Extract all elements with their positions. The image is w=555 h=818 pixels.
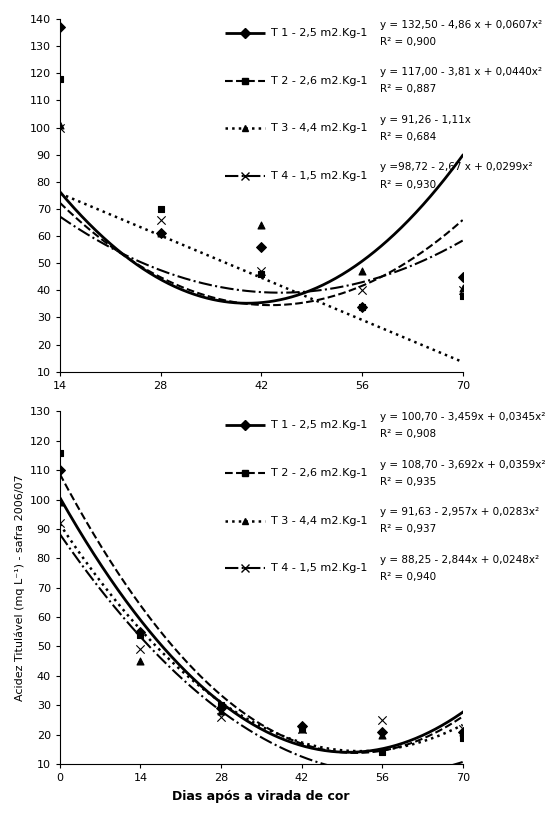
Point <box>216 711 225 724</box>
X-axis label: Dias após a virada de cor: Dias após a virada de cor <box>173 790 350 803</box>
Text: T 1 - 2,5 m2.Kg-1: T 1 - 2,5 m2.Kg-1 <box>271 28 368 38</box>
Text: T 3 - 4,4 m2.Kg-1: T 3 - 4,4 m2.Kg-1 <box>271 515 368 526</box>
Point <box>357 300 366 313</box>
Point <box>216 704 225 717</box>
Point <box>136 628 145 641</box>
Text: T 1 - 2,5 m2.Kg-1: T 1 - 2,5 m2.Kg-1 <box>271 420 368 430</box>
Point <box>257 240 266 254</box>
Text: R² = 0,684: R² = 0,684 <box>380 132 436 142</box>
Point <box>156 227 165 240</box>
Point <box>357 300 366 313</box>
Point <box>377 728 386 741</box>
Text: y = 91,63 - 2,957x + 0,0283x²: y = 91,63 - 2,957x + 0,0283x² <box>380 507 539 517</box>
Point <box>56 119 64 132</box>
Point <box>56 516 64 529</box>
Text: T 4 - 1,5 m2.Kg-1: T 4 - 1,5 m2.Kg-1 <box>271 171 368 181</box>
Text: T 2 - 2,6 m2.Kg-1: T 2 - 2,6 m2.Kg-1 <box>271 468 368 478</box>
Text: y = 91,26 - 1,11x: y = 91,26 - 1,11x <box>380 115 471 125</box>
Text: R² = 0,935: R² = 0,935 <box>380 477 436 487</box>
Text: R² = 0,887: R² = 0,887 <box>380 84 436 94</box>
Point <box>56 72 64 85</box>
Point <box>377 713 386 726</box>
Point <box>458 290 467 303</box>
Text: T 3 - 4,4 m2.Kg-1: T 3 - 4,4 m2.Kg-1 <box>271 124 368 133</box>
Text: R² = 0,900: R² = 0,900 <box>380 37 436 47</box>
Point <box>56 20 64 34</box>
Text: y =98,72 - 2,67 x + 0,0299x²: y =98,72 - 2,67 x + 0,0299x² <box>380 162 533 173</box>
Point <box>458 284 467 297</box>
Point <box>458 725 467 738</box>
Point <box>297 719 306 732</box>
Point <box>458 281 467 294</box>
Point <box>357 284 366 297</box>
Point <box>56 121 64 134</box>
Text: y = 88,25 - 2,844x + 0,0248x²: y = 88,25 - 2,844x + 0,0248x² <box>380 555 539 564</box>
Point <box>458 270 467 283</box>
Point <box>156 202 165 215</box>
Point <box>136 625 145 638</box>
Text: R² = 0,940: R² = 0,940 <box>380 572 436 582</box>
Point <box>136 643 145 656</box>
Text: R² = 0,937: R² = 0,937 <box>380 524 436 534</box>
Point <box>216 702 225 715</box>
Point <box>458 725 467 738</box>
Point <box>156 213 165 227</box>
Text: T 4 - 1,5 m2.Kg-1: T 4 - 1,5 m2.Kg-1 <box>271 564 368 573</box>
Text: R² = 0,930: R² = 0,930 <box>380 179 436 190</box>
Point <box>136 654 145 667</box>
Point <box>257 267 266 281</box>
Point <box>56 496 64 509</box>
Text: y = 100,70 - 3,459x + 0,0345x²: y = 100,70 - 3,459x + 0,0345x² <box>380 412 546 422</box>
Text: T 2 - 2,6 m2.Kg-1: T 2 - 2,6 m2.Kg-1 <box>271 76 368 86</box>
Point <box>156 227 165 240</box>
Point <box>56 464 64 477</box>
Point <box>357 265 366 278</box>
Point <box>377 746 386 759</box>
Text: y = 108,70 - 3,692x + 0,0359x²: y = 108,70 - 3,692x + 0,0359x² <box>380 460 546 470</box>
Text: y = 117,00 - 3,81 x + 0,0440x²: y = 117,00 - 3,81 x + 0,0440x² <box>380 67 542 77</box>
Point <box>297 722 306 735</box>
Point <box>297 722 306 735</box>
Text: y = 132,50 - 4,86 x + 0,0607x²: y = 132,50 - 4,86 x + 0,0607x² <box>380 20 542 29</box>
Y-axis label: Acidez Titulável (mq L⁻¹) - safra 2006/07: Acidez Titulável (mq L⁻¹) - safra 2006/0… <box>15 474 26 701</box>
Point <box>377 725 386 738</box>
Point <box>257 218 266 231</box>
Point <box>56 446 64 459</box>
Point <box>458 731 467 744</box>
Point <box>297 722 306 735</box>
Point <box>257 265 266 278</box>
Point <box>458 722 467 735</box>
Point <box>216 699 225 712</box>
Text: R² = 0,908: R² = 0,908 <box>380 429 436 439</box>
